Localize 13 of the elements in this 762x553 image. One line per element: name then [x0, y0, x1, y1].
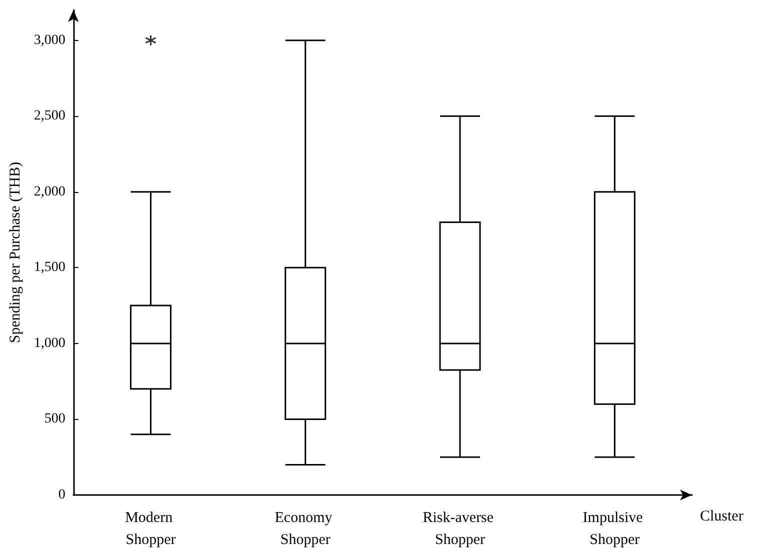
- y-tick-label: 0: [58, 488, 66, 502]
- x-tick-label: Economy Shopper: [274, 510, 336, 548]
- y-tick-label: 1,500: [34, 260, 66, 276]
- y-tick-label: 2,000: [34, 184, 66, 200]
- y-tick-label: 1,000: [34, 336, 66, 351]
- y-axis-title: Spending per Purchase (THB): [8, 162, 24, 344]
- x-tick-label: Modern Shopper: [125, 510, 176, 548]
- y-tick-label: 2,500: [34, 108, 66, 124]
- y-tick-label: 3,000: [34, 32, 66, 48]
- y-tick-label: 500: [44, 412, 66, 427]
- x-axis-title: Cluster: [700, 508, 744, 524]
- x-tick-label: Risk-averse Shopper: [422, 510, 498, 548]
- x-tick-label: Impulsive Shopper: [582, 510, 647, 548]
